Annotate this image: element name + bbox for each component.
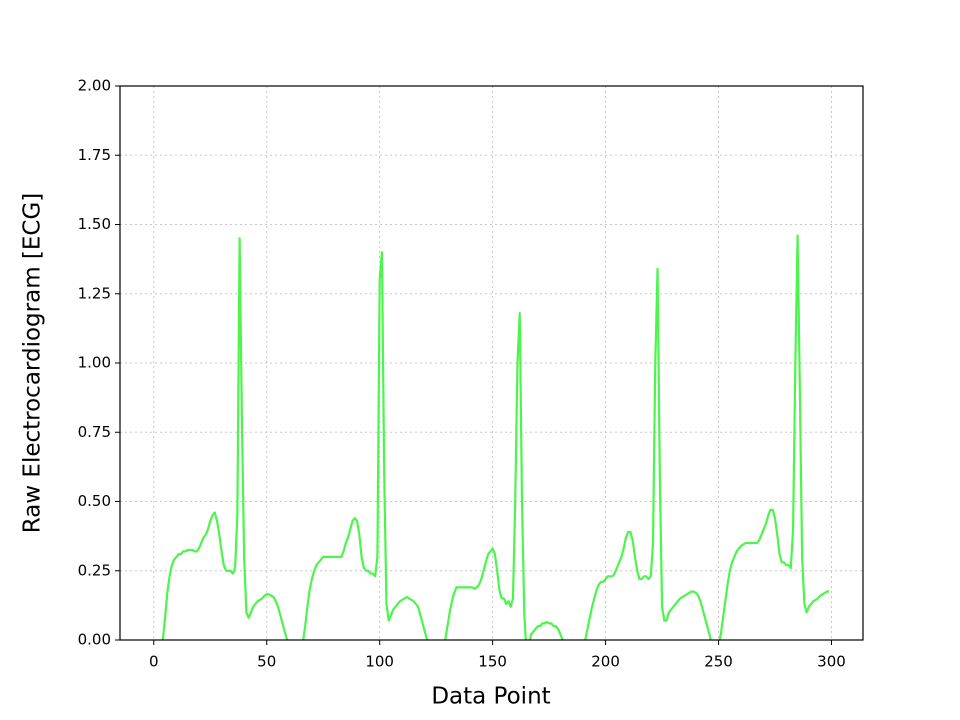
y-tick-label: 0.50: [78, 492, 111, 510]
x-tick-label: 100: [365, 653, 394, 671]
grid: [120, 85, 863, 641]
y-tick-label: 2.00: [78, 77, 111, 95]
x-tick-label: 300: [817, 653, 846, 671]
x-tick-label: 0: [149, 653, 159, 671]
y-tick-label: 1.25: [78, 284, 111, 302]
y-tick-label: 0.75: [78, 423, 111, 441]
y-axis-label: Raw Electrocardiogram [ECG]: [20, 193, 46, 534]
y-tick-label: 1.50: [78, 215, 111, 233]
y-tick-label: 0.25: [78, 561, 111, 579]
y-tick-label: 1.00: [78, 354, 111, 372]
series-line: [161, 234, 830, 640]
x-tick-label: 150: [478, 653, 507, 671]
x-tick-label: 200: [591, 653, 620, 671]
y-tick-label: 1.75: [78, 146, 111, 164]
x-tick-label: 50: [257, 653, 276, 671]
x-tick-label: 250: [704, 653, 733, 671]
y-tick-label: 0.00: [78, 631, 111, 649]
ticks: 0 50 100 150 200 250 300 0.00 0.25 0.50 0.75 1.00 1.…: [78, 77, 846, 671]
plot-area: [161, 234, 830, 640]
x-axis-label: Data Point: [431, 684, 550, 710]
